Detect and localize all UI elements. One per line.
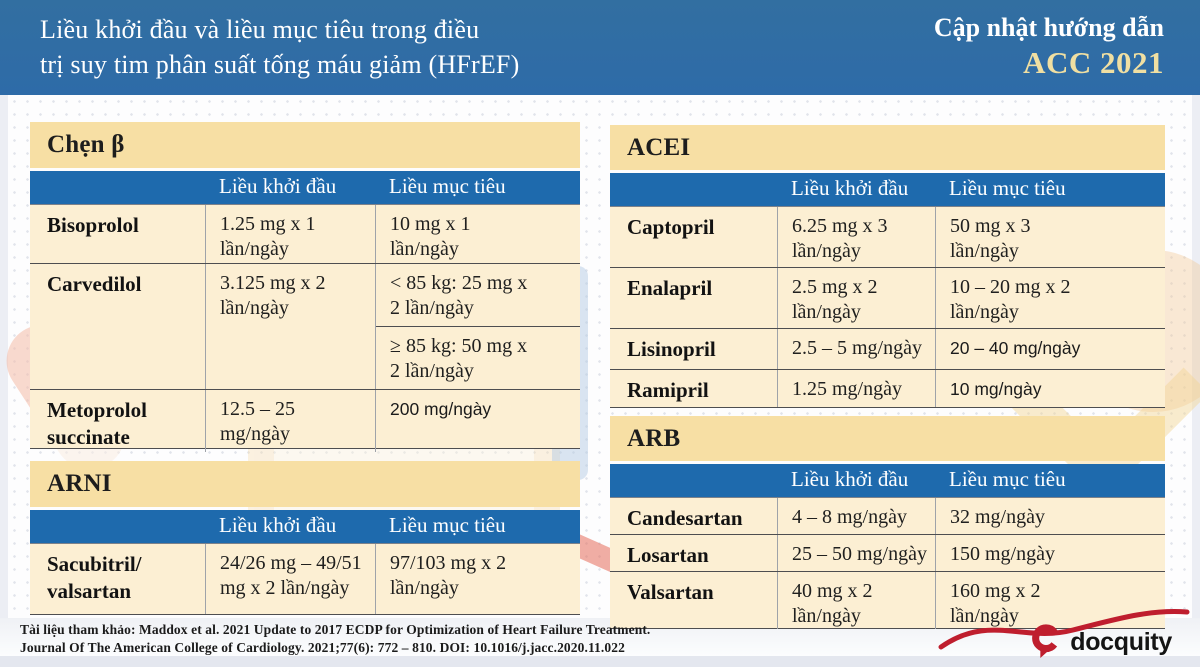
- red-swoosh-decoration: [938, 609, 1190, 650]
- drug-name: Losartan: [627, 543, 709, 567]
- column-target-dose: Liều mục tiêu: [949, 467, 1066, 491]
- header-banner: Liều khởi đầu và liều mục tiêu trong điề…: [0, 0, 1200, 95]
- column-start-dose: Liều khởi đầu: [791, 176, 909, 200]
- target-dose: 10 – 20 mg x 2 lần/ngày: [935, 268, 1165, 328]
- start-dose: 24/26 mg – 49/51 mg x 2 lần/ngày: [205, 544, 375, 614]
- target-dose: 97/103 mg x 2 lần/ngày: [375, 544, 580, 614]
- docquity-logo: docquity: [1030, 624, 1172, 660]
- drug-name: Lisinopril: [627, 337, 716, 361]
- left-column: Chẹn β Liều khởi đầu Liều mục tiêu Bisop…: [30, 122, 580, 615]
- docquity-wordmark: docquity: [1070, 627, 1172, 656]
- table-title-acei: ACEI: [610, 125, 1165, 170]
- target-dose: 50 mg x 3 lần/ngày: [935, 207, 1165, 267]
- start-dose: 4 – 8 mg/ngày: [777, 498, 935, 534]
- column-start-dose: Liều khởi đầu: [791, 467, 909, 491]
- empty-header-cell: [610, 173, 777, 206]
- docquity-logo-icon: [1032, 624, 1061, 658]
- target-dose: 150 mg/ngày: [935, 535, 1165, 571]
- column-target-dose: Liều mục tiêu: [949, 176, 1066, 200]
- beta-table-body: Bisoprolol 1.25 mg x 1 lần/ngày 10 mg x …: [30, 204, 580, 452]
- table-row: Captopril 6.25 mg x 3 lần/ngày 50 mg x 3…: [610, 207, 1165, 267]
- target-dose: 10 mg x 1 lần/ngày: [375, 205, 580, 263]
- start-dose: 2.5 – 5 mg/ngày: [777, 329, 935, 369]
- right-column: ACEI Liều khởi đầu Liều mục tiêu Captopr…: [610, 125, 1165, 629]
- table-row: Metoprolol succinate 12.5 – 25 mg/ngày 2…: [30, 389, 580, 452]
- drug-name: Sacubitril/ valsartan: [47, 552, 142, 604]
- beta-table-header: Liều khởi đầu Liều mục tiêu: [30, 171, 580, 204]
- table-title-arni: ARNI: [30, 461, 580, 507]
- drug-name: Metoprolol succinate: [47, 398, 147, 450]
- column-start-dose: Liều khởi đầu: [219, 513, 337, 537]
- bottom-strip: [0, 656, 1200, 667]
- drug-name: Bisoprolol: [47, 213, 139, 237]
- table-row: Losartan 25 – 50 mg/ngày 150 mg/ngày: [610, 534, 1165, 571]
- table-row: Lisinopril 2.5 – 5 mg/ngày 20 – 40 mg/ng…: [610, 328, 1165, 369]
- start-dose: 3.125 mg x 2 lần/ngày: [205, 264, 375, 389]
- page-title: Liều khởi đầu và liều mục tiêu trong điề…: [40, 15, 520, 79]
- header-subtitle: Cập nhật hướng dẫn: [933, 12, 1164, 42]
- target-dose: 10 mg/ngày: [935, 370, 1165, 407]
- start-dose: 1.25 mg/ngày: [777, 370, 935, 407]
- target-dose-under-85kg: < 85 kg: 25 mg x 2 lần/ngày: [390, 272, 528, 319]
- arb-table-header: Liều khởi đầu Liều mục tiêu: [610, 464, 1165, 497]
- target-dose-over-85kg: ≥ 85 kg: 50 mg x 2 lần/ngày: [376, 326, 580, 384]
- target-dose: 32 mg/ngày: [935, 498, 1165, 534]
- column-start-dose: Liều khởi đầu: [219, 174, 337, 198]
- drug-name: Carvedilol: [47, 272, 142, 296]
- table-row: Enalapril 2.5 mg x 2 lần/ngày 10 – 20 mg…: [610, 267, 1165, 328]
- target-dose-split: < 85 kg: 25 mg x 2 lần/ngày ≥ 85 kg: 50 …: [375, 264, 580, 389]
- start-dose: 1.25 mg x 1 lần/ngày: [205, 205, 375, 263]
- empty-header-cell: [610, 464, 777, 497]
- target-dose: 20 – 40 mg/ngày: [935, 329, 1165, 369]
- table-row: Carvedilol 3.125 mg x 2 lần/ngày < 85 kg…: [30, 263, 580, 389]
- empty-header-cell: [30, 510, 205, 543]
- reference-text: Tài liệu tham khảo: Maddox et al. 2021 U…: [20, 622, 651, 656]
- drug-name: Ramipril: [627, 378, 709, 402]
- table-title-arb: ARB: [610, 416, 1165, 461]
- column-target-dose: Liều mục tiêu: [389, 174, 506, 198]
- arni-table-header: Liều khởi đầu Liều mục tiêu: [30, 510, 580, 543]
- arni-table-body: Sacubitril/ valsartan 24/26 mg – 49/51 m…: [30, 543, 580, 615]
- target-dose: 200 mg/ngày: [375, 390, 580, 452]
- drug-name: Enalapril: [627, 276, 713, 300]
- start-dose: 40 mg x 2 lần/ngày: [777, 572, 935, 629]
- start-dose: 6.25 mg x 3 lần/ngày: [777, 207, 935, 267]
- drug-name: Candesartan: [627, 506, 743, 530]
- start-dose: 2.5 mg x 2 lần/ngày: [777, 268, 935, 328]
- acei-table-header: Liều khởi đầu Liều mục tiêu: [610, 173, 1165, 206]
- column-target-dose: Liều mục tiêu: [389, 513, 506, 537]
- table-row: Ramipril 1.25 mg/ngày 10 mg/ngày: [610, 369, 1165, 407]
- table-title-beta-blocker: Chẹn β: [30, 122, 580, 168]
- acei-table-body: Captopril 6.25 mg x 3 lần/ngày 50 mg x 3…: [610, 206, 1165, 408]
- table-row: Bisoprolol 1.25 mg x 1 lần/ngày 10 mg x …: [30, 205, 580, 263]
- acc-2021-badge: ACC 2021: [1023, 45, 1164, 81]
- start-dose: 12.5 – 25 mg/ngày: [205, 390, 375, 452]
- empty-header-cell: [30, 171, 205, 204]
- start-dose: 25 – 50 mg/ngày: [777, 535, 935, 571]
- table-row: Sacubitril/ valsartan 24/26 mg – 49/51 m…: [30, 544, 580, 614]
- table-row: Candesartan 4 – 8 mg/ngày 32 mg/ngày: [610, 498, 1165, 534]
- drug-name: Captopril: [627, 215, 715, 239]
- target-dose: 160 mg x 2 lần/ngày: [935, 572, 1165, 629]
- header-right: Cập nhật hướng dẫn ACC 2021: [934, 12, 1164, 83]
